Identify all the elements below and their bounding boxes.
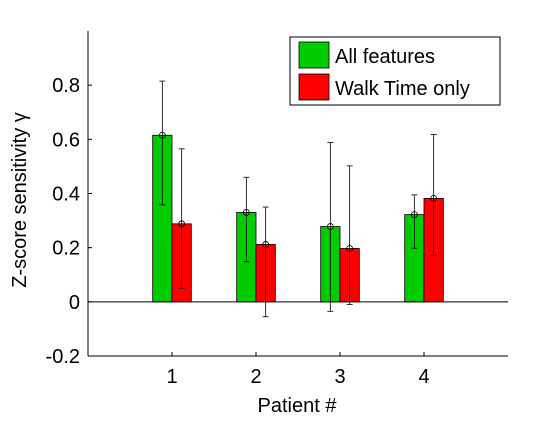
legend: All features Walk Time only: [289, 36, 501, 106]
mean-marker: [430, 194, 438, 202]
mean-marker: [178, 220, 186, 228]
y-tick-label: -0.2: [46, 346, 80, 368]
y-axis-label: Z-score sensitivity γ: [9, 112, 31, 288]
mean-marker: [262, 241, 270, 248]
mean-marker: [242, 209, 250, 216]
y-tick-label: 0.2: [52, 238, 80, 260]
x-tick-label: 1: [166, 366, 177, 388]
mean-marker: [158, 131, 166, 139]
bars-layer: [152, 80, 444, 318]
y-tick-label: 0.4: [52, 184, 80, 206]
mean-marker: [410, 211, 418, 219]
mean-marker: [346, 245, 354, 252]
x-tick-label: 4: [418, 366, 429, 388]
mean-marker: [326, 223, 334, 230]
x-axis-label: Patient #: [258, 395, 338, 417]
x-tick-label: 2: [250, 366, 261, 388]
y-tick-label: 0.8: [52, 75, 80, 97]
y-tick-label: 0: [69, 292, 80, 314]
axes-layer: -0.2 0 0.2 0.4 0.6 0.8 1 2 3 4: [46, 31, 508, 388]
x-tick-label: 3: [334, 366, 345, 388]
legend-swatch: [298, 41, 330, 69]
legend-swatch: [298, 73, 330, 101]
legend-label: All features: [335, 46, 435, 68]
legend-label: Walk Time only: [335, 78, 470, 100]
y-tick-label: 0.6: [52, 129, 80, 151]
